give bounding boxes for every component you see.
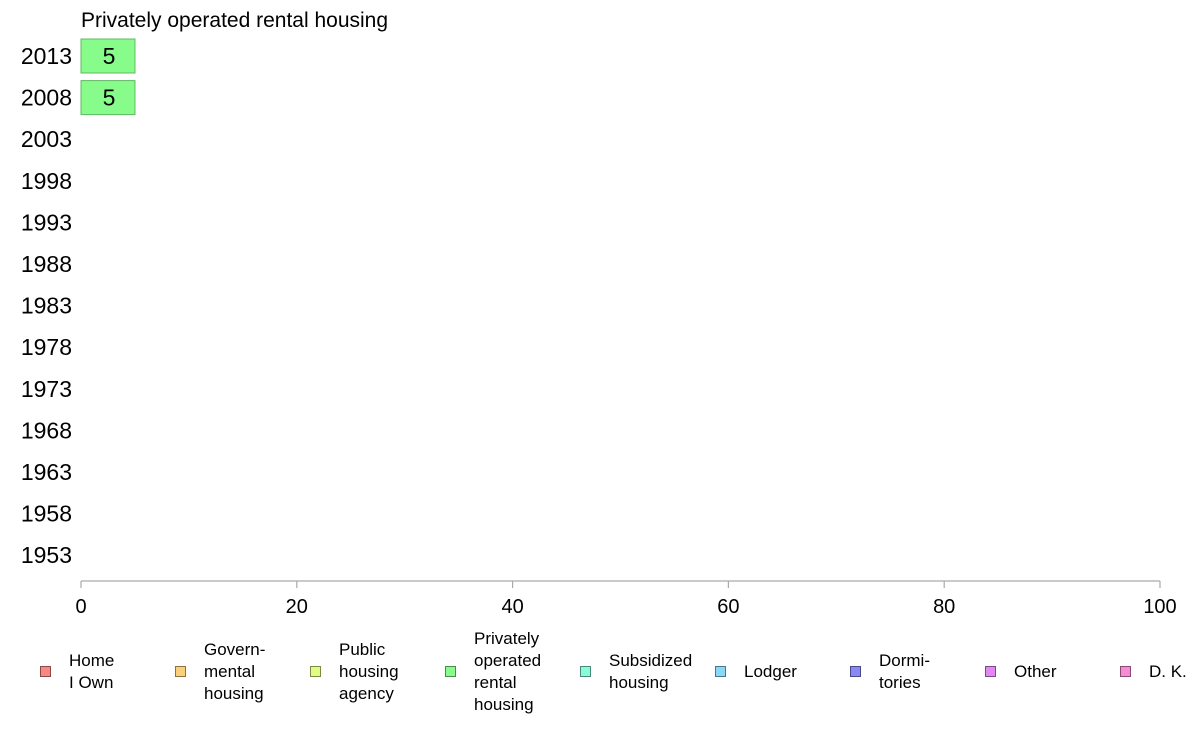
legend-label: Home I Own [69, 651, 115, 692]
y-tick-label: 1953 [21, 542, 72, 568]
legend-swatch [985, 666, 996, 677]
bar-data-label: 5 [103, 43, 116, 69]
legend-swatch [445, 666, 456, 677]
legend-swatch [310, 666, 321, 677]
legend-swatch [40, 666, 51, 677]
legend-swatch [580, 666, 591, 677]
legend-label: D. K. [1149, 662, 1187, 681]
chart-title: Privately operated rental housing [81, 9, 388, 32]
legend-label: Privately operated rental housing [474, 629, 542, 714]
y-tick-label: 2008 [21, 85, 72, 111]
bars-group: 55 [80, 38, 136, 116]
y-tick-label: 1978 [21, 334, 72, 360]
bar [80, 38, 136, 74]
legend-label: Subsidized housing [609, 651, 693, 692]
y-tick-label: 1988 [21, 251, 72, 277]
y-tick-label: 1993 [21, 209, 72, 235]
legend-label: Dormi- tories [879, 651, 930, 692]
legend-label: Other [1014, 662, 1057, 681]
x-tick-label: 60 [717, 596, 739, 618]
y-tick-label: 1968 [21, 417, 72, 443]
legend-swatch [715, 666, 726, 677]
legend-swatch [1120, 666, 1131, 677]
y-axis-labels: 2013 2008 2003 1998 1993 1988 1983 1978 1973 1968… [21, 43, 72, 568]
legend: Home I Own Govern- mental housing Public h… [0, 628, 1188, 728]
legend-label: Public housing agency [339, 640, 399, 703]
legend-swatch [175, 666, 186, 677]
legend-label: Govern- mental housing [204, 640, 266, 703]
y-tick-label: 2013 [21, 43, 72, 69]
y-tick-label: 1998 [21, 168, 72, 194]
y-tick-label: 2003 [21, 126, 72, 152]
bar [80, 80, 136, 116]
x-tick-label: 20 [286, 596, 308, 618]
x-tick-label: 100 [1143, 596, 1176, 618]
x-tick-label: 0 [75, 596, 86, 618]
x-tick-label: 40 [501, 596, 523, 618]
y-tick-label: 1983 [21, 293, 72, 319]
bar-data-label: 5 [103, 85, 116, 111]
x-axis: 0 20 40 60 80 100 [75, 580, 1177, 618]
legend-swatch [850, 666, 861, 677]
y-tick-label: 1963 [21, 459, 72, 485]
legend-label: Lodger [744, 662, 797, 681]
y-tick-label: 1958 [21, 501, 72, 527]
x-tick-label: 80 [933, 596, 955, 618]
y-tick-label: 1973 [21, 376, 72, 402]
